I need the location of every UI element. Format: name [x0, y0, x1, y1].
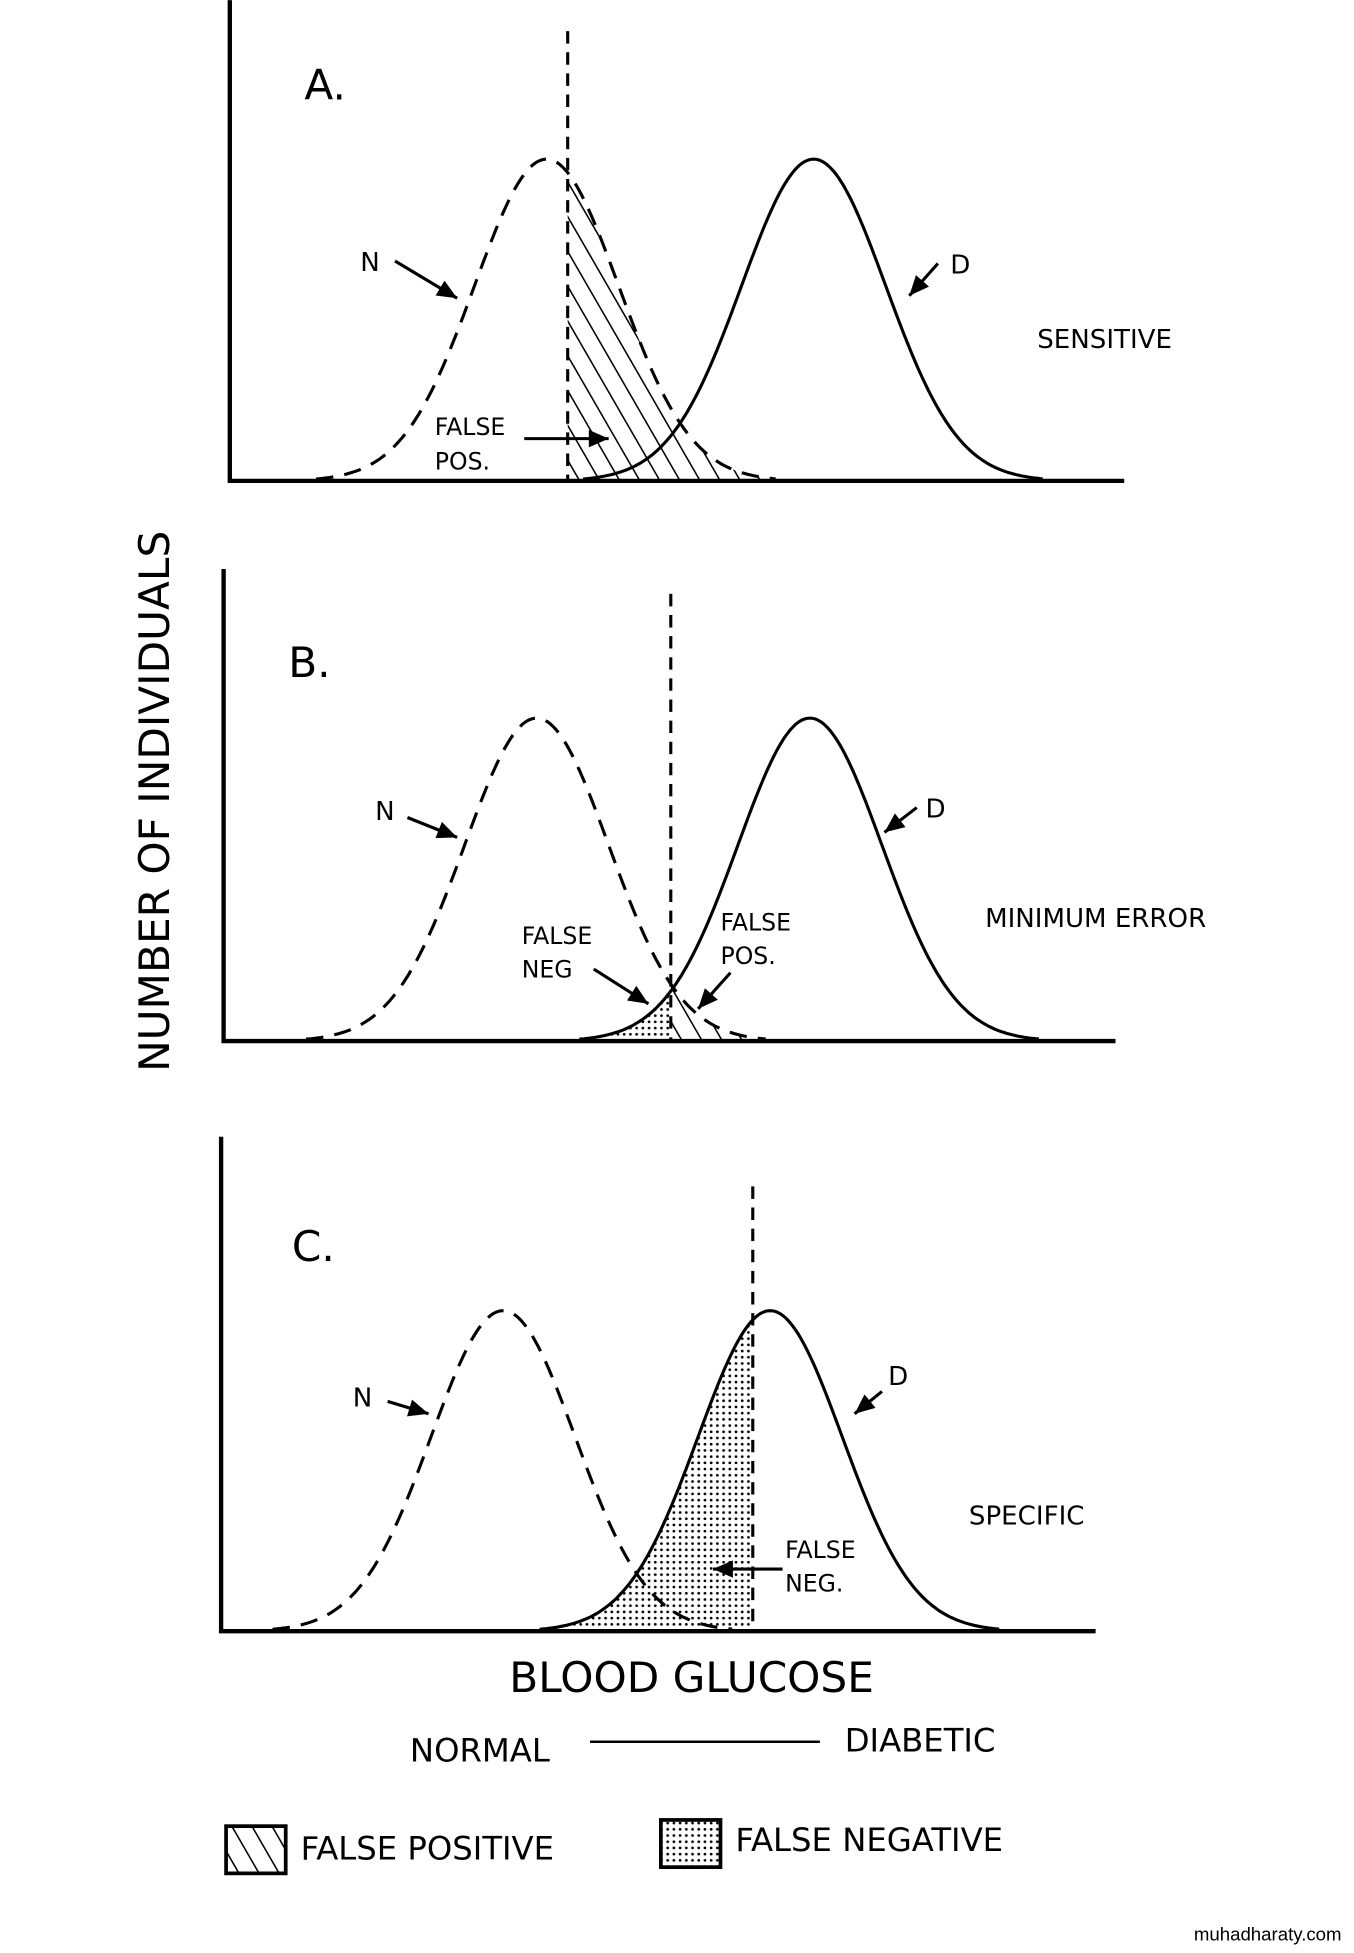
panel-a-false-positive-area [567, 172, 777, 481]
panel-a-false-pos-1: FALSE [435, 413, 506, 441]
panel-c-false-neg-arrow-head [713, 1560, 733, 1578]
panel-c-letter: C. [292, 1222, 335, 1271]
panel-b-false-neg-1: FALSE [522, 922, 593, 950]
panel-b-diabetic-curve [579, 716, 1040, 1041]
panel-b-false-pos-arrow-head [698, 988, 718, 1009]
panel-a-d-label: D [950, 250, 970, 280]
panel-a-letter: A. [304, 61, 346, 110]
legend-false-negative: FALSE NEGATIVE [735, 1821, 1003, 1859]
panel-c-normal-curve [272, 1309, 733, 1631]
panel-b-false-neg-2: NEG [522, 956, 573, 984]
panel-c-axes [218, 1136, 1096, 1634]
panel-a-normal-curve [315, 157, 776, 481]
scale-diabetic: DIABETIC [845, 1722, 996, 1760]
panel-c-d-arrow-head [854, 1394, 876, 1414]
panel-b-title: MINIMUM ERROR [985, 904, 1206, 934]
panel-b-letter: B. [288, 638, 330, 687]
x-axis-label: BLOOD GLUCOSE [509, 1653, 874, 1702]
panel-c-d-label: D [888, 1362, 908, 1392]
panel-b-false-pos-2: POS. [720, 942, 775, 970]
panel-a-false-pos-arrow-head [588, 429, 609, 448]
panel-c-n-arrow-head [407, 1399, 429, 1417]
panel-c-n-label: N [353, 1383, 373, 1413]
panel-b-n-label: N [375, 797, 395, 827]
panel-b-false-negative-area [579, 993, 671, 1042]
panel-a-false-pos-2: POS. [435, 448, 490, 476]
panel-b-false-neg-arrow-head [626, 985, 649, 1004]
panel-b-d-label: D [925, 794, 945, 824]
legend-false-positive: FALSE POSITIVE [301, 1830, 554, 1868]
panel-c-title: SPECIFIC [969, 1501, 1085, 1531]
panel-b-false-pos-1: FALSE [720, 909, 791, 937]
y-axis-label: NUMBER OF INDIVIDUALS [130, 531, 179, 1072]
panel-a-n-label: N [360, 248, 380, 278]
panel-b-normal-curve [306, 716, 766, 1041]
panel-c-diabetic-curve [539, 1309, 1000, 1631]
panel-a-title: SENSITIVE [1037, 325, 1172, 355]
panel-a-d-arrow-head [909, 275, 929, 296]
panel-c-false-neg-2: NEG. [785, 1569, 843, 1597]
panel-b-n-arrow-head [435, 821, 458, 839]
panel-a-axes [227, 0, 1125, 484]
scale-normal: NORMAL [410, 1732, 550, 1770]
panel-b-axes [221, 569, 1116, 1044]
panel-b-false-positive-area [670, 984, 766, 1042]
panel-c-false-neg-1: FALSE [785, 1536, 856, 1564]
legend-dotted-swatch [658, 1818, 723, 1870]
panel-a-n-arrow-head [435, 280, 458, 299]
watermark: muhadharaty.com [1194, 1923, 1342, 1944]
legend-hatched-swatch [224, 1824, 288, 1876]
panel-a-diabetic-curve [582, 157, 1043, 481]
panel-b-d-arrow-head [884, 813, 906, 833]
panel-c-false-negative-area [539, 1322, 753, 1632]
